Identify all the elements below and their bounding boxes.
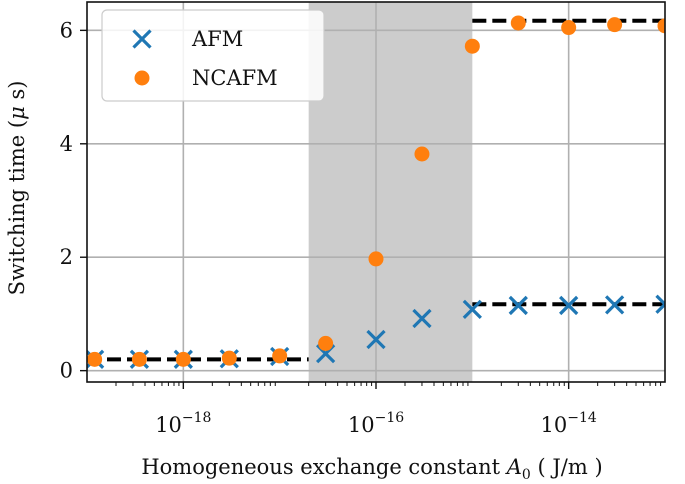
afm-point bbox=[559, 295, 579, 316]
x-marker-stroke bbox=[655, 294, 665, 307]
ncafm-point bbox=[221, 350, 237, 366]
ncafm-point bbox=[414, 146, 430, 162]
x-marker-stroke bbox=[655, 302, 665, 314]
ncafm-point bbox=[131, 351, 147, 367]
y-tick-label: 4 bbox=[60, 132, 73, 156]
x-marker-stroke bbox=[508, 295, 528, 316]
legend-label-afm: AFM bbox=[191, 27, 243, 51]
ticks-layer: 10−18 10−16 10−14 0 2 4 6 bbox=[60, 18, 662, 437]
legend-marker-ncafm bbox=[134, 70, 150, 86]
y-axis-label: Switching time (μ s) bbox=[5, 81, 29, 296]
series-layer bbox=[87, 15, 665, 369]
ncafm-point bbox=[464, 38, 480, 54]
afm-point bbox=[366, 329, 386, 350]
afm-point bbox=[655, 294, 665, 314]
ncafm-point bbox=[318, 335, 334, 351]
x-tick-label: 10−18 bbox=[155, 410, 211, 437]
reference-lines-layer bbox=[87, 18, 665, 362]
legend-box bbox=[101, 9, 325, 102]
ncafm-point bbox=[272, 348, 288, 364]
afm-point bbox=[462, 299, 482, 320]
afm-point bbox=[412, 308, 432, 329]
legend-label-ncafm: NCAFM bbox=[192, 66, 278, 90]
ncafm-point bbox=[607, 17, 623, 33]
ncafm-point bbox=[510, 15, 526, 31]
ncafm-point bbox=[175, 351, 191, 367]
y-tick-label: 0 bbox=[60, 359, 73, 383]
x-marker-stroke bbox=[462, 299, 482, 320]
legend: AFM NCAFM bbox=[101, 9, 325, 102]
x-marker-stroke bbox=[366, 329, 386, 350]
ncafm-point bbox=[657, 18, 665, 34]
afm-point bbox=[508, 295, 528, 316]
y-tick-label: 2 bbox=[60, 245, 73, 269]
legend-marker-afm bbox=[132, 29, 152, 49]
x-tick-label: 10−16 bbox=[348, 410, 404, 437]
x-marker-stroke bbox=[412, 308, 432, 329]
x-axis-label: Homogeneous exchange constant A0 ( J/m ) bbox=[141, 455, 602, 483]
shaded-region bbox=[308, 2, 473, 382]
x-tick-label: 10−14 bbox=[541, 410, 597, 437]
shaded-region-layer bbox=[308, 2, 473, 382]
x-marker-stroke bbox=[132, 29, 152, 49]
ncafm-point bbox=[87, 351, 103, 367]
ncafm-point bbox=[368, 251, 384, 267]
y-tick-label: 6 bbox=[60, 18, 73, 42]
legend-x-glyph bbox=[132, 29, 152, 49]
afm-point bbox=[604, 295, 625, 315]
x-marker-stroke bbox=[604, 295, 625, 315]
ncafm-point bbox=[561, 20, 577, 36]
x-marker-stroke bbox=[559, 295, 579, 316]
